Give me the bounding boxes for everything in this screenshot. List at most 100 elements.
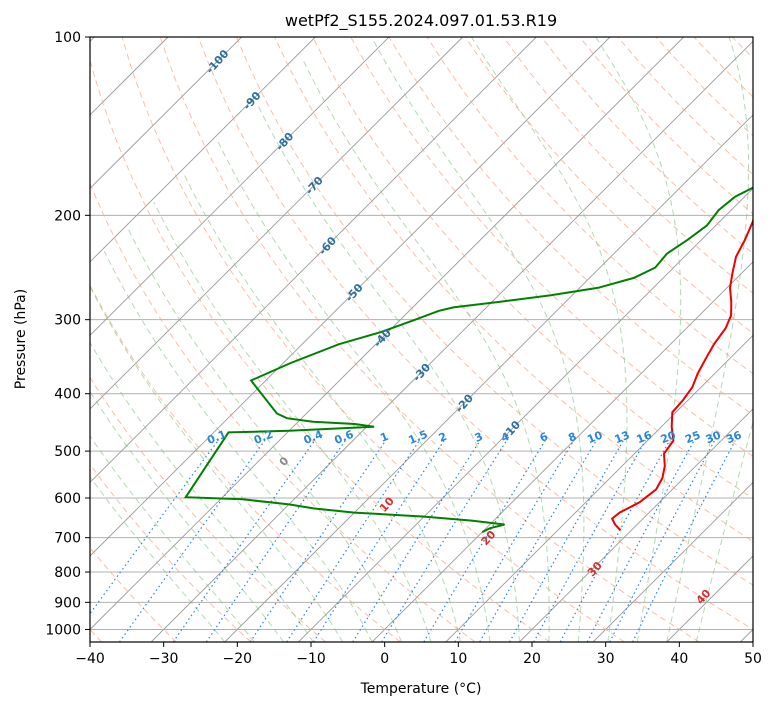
mixing-ratio-label: 2 [437, 430, 449, 445]
dry-adiabat-line [90, 284, 401, 642]
background-lines [90, 37, 775, 642]
moist-adiabat-line [695, 419, 753, 642]
y-tick-label: 700 [54, 531, 81, 547]
y-tick-label: 1000 [45, 622, 81, 638]
isotherm-line [150, 40, 753, 642]
mixing-ratio-label: 25 [683, 428, 702, 446]
mixing-ratio-label: 10 [585, 428, 604, 446]
isotherm-line [90, 37, 316, 263]
mixing-ratio-line [119, 440, 266, 642]
x-axis-label: Temperature (°C) [360, 681, 482, 697]
dry-adiabat-line [350, 37, 753, 458]
y-tick-label: 400 [54, 387, 81, 403]
mixing-ratio-label: 30 [704, 428, 723, 446]
x-tick-label: 30 [597, 651, 615, 667]
y-tick-label: 800 [54, 565, 81, 581]
x-tick-label: 40 [670, 651, 688, 667]
moist-adiabat-line [666, 37, 749, 642]
plot-frame [89, 36, 754, 643]
isotherm-line [90, 37, 611, 557]
mixing-ratio-label: 16 [635, 428, 654, 446]
mixing-ratio-line [172, 440, 316, 642]
dry-adiabat-label: 0 [277, 454, 292, 469]
dry-adiabat-label: 40 [694, 587, 714, 607]
isotherm-line [666, 555, 753, 642]
dry-adiabat-line [197, 37, 753, 630]
moist-adiabat-line [153, 201, 432, 642]
moist-adiabat-line [471, 37, 628, 642]
x-tick-label: −40 [75, 651, 105, 667]
mixing-ratio-label: 3 [473, 430, 485, 445]
mixing-ratio-line [586, 440, 695, 642]
moist-adiabat-line [303, 61, 550, 642]
dry-adiabat-line [579, 37, 753, 215]
moist-adiabat-line [90, 341, 314, 642]
sounding-profiles [183, 186, 753, 533]
mixing-ratio-line [533, 440, 647, 642]
mixing-ratio-line [559, 440, 671, 642]
mixing-ratio-label: 6 [538, 430, 550, 445]
isotherm-line [519, 408, 753, 642]
mixing-ratio-label: 13 [613, 428, 632, 446]
moist-adiabat-line [371, 37, 585, 642]
moist-adiabat-line [217, 141, 491, 642]
moist-adiabat-line [127, 227, 403, 642]
mixing-ratio-line [632, 440, 736, 642]
moist-adiabat-line [90, 285, 344, 642]
dry-adiabat-line [617, 37, 753, 176]
mixing-ratio-line [454, 440, 575, 642]
mixing-ratio-label: 8 [566, 430, 578, 445]
y-tick-label: 300 [54, 313, 81, 329]
dry-adiabat-line [312, 37, 753, 500]
mixing-ratio-label: 0.6 [332, 428, 355, 447]
mixing-ratio-line [205, 440, 346, 642]
mixing-ratio-label: 0.1 [205, 428, 228, 447]
dry-adiabat-line [274, 37, 753, 543]
isotherm-line [90, 37, 390, 337]
moist-adiabat-line [595, 37, 682, 642]
x-tick-label: −10 [296, 651, 326, 667]
x-tick-label: 10 [449, 651, 467, 667]
mixing-ratio-label: 1 [378, 430, 390, 445]
mixing-ratio-label: 36 [724, 428, 743, 446]
x-tick-label: 50 [744, 651, 762, 667]
mixing-ratio-line [508, 440, 624, 642]
dry-adiabat-label: 10 [377, 494, 397, 514]
mixing-ratio-line [312, 440, 445, 642]
moist-adiabat-line [257, 104, 520, 642]
dry-adiabat-line [464, 37, 753, 334]
moist-adiabat-line [183, 173, 461, 642]
moist-adiabat-line [90, 476, 226, 642]
dry-adiabat-line [121, 37, 625, 642]
mixing-ratio-line [286, 440, 420, 642]
dewpoint-profile-line [183, 186, 753, 533]
dry-adiabat-line [90, 376, 327, 642]
moist-adiabat-line [103, 251, 373, 642]
isotherm-line [371, 261, 753, 642]
dry-adiabat-line [236, 37, 753, 586]
axes: −40 −30 −20 −10 0 10 20 30 40 5010009008007006005… [45, 30, 762, 667]
isotherm-line [740, 628, 753, 642]
dry-adiabat-line [159, 37, 700, 642]
isotherm-line [224, 114, 753, 642]
mixing-ratio-line [609, 440, 716, 642]
x-tick-label: 20 [523, 651, 541, 667]
y-tick-label: 900 [54, 595, 81, 611]
dry-adiabat-line [502, 37, 753, 294]
dry-adiabat-line [655, 37, 753, 137]
isotherm-line [90, 37, 685, 631]
y-tick-label: 600 [54, 491, 81, 507]
dry-adiabat-line [90, 182, 476, 642]
dry-adiabat-line [90, 463, 252, 642]
mixing-ratio-line [90, 440, 219, 615]
mixing-ratio-line [479, 440, 597, 642]
moist-adiabat-line [90, 390, 285, 642]
isotherm-line [90, 37, 243, 190]
mixing-ratio-label: 20 [659, 428, 678, 446]
y-tick-label: 100 [54, 30, 81, 46]
dry-adiabat-line [770, 37, 775, 642]
mixing-ratio-line [352, 440, 481, 642]
y-axis-label: Pressure (hPa) [13, 289, 29, 389]
